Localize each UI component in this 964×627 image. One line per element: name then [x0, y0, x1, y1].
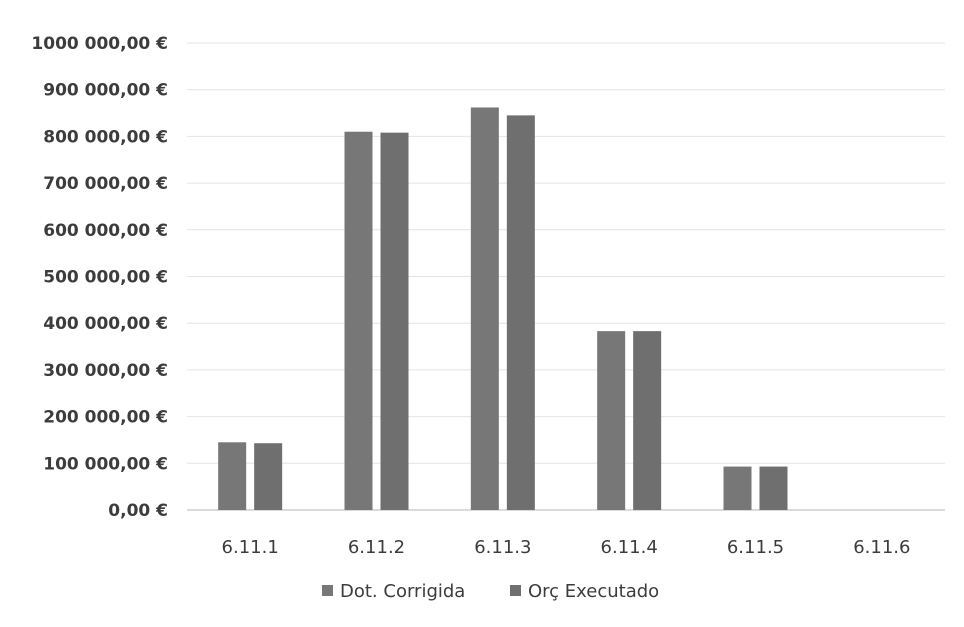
bar-dot-corrigida-6-11-3	[470, 107, 499, 511]
legend: Dot. Corrigida Orç Executado	[322, 581, 659, 602]
bar-dot-corrigida-6-11-2	[344, 131, 373, 511]
bar-orc-executado-6-11-2	[380, 132, 409, 510]
x-tick-label: 6.11.5	[727, 537, 784, 558]
legend-label-dot-corrigida: Dot. Corrigida	[340, 581, 465, 602]
y-tick-label: 700 000,00 €	[43, 174, 168, 194]
y-tick-label: 100 000,00 €	[43, 454, 168, 474]
bars	[218, 107, 788, 511]
x-tick-label: 6.11.3	[474, 537, 531, 558]
y-tick-label: 200 000,00 €	[43, 408, 168, 428]
bar-orc-executado-6-11-3	[506, 115, 535, 510]
legend-swatch-dot-corrigida	[322, 585, 333, 596]
y-axis-tick-labels: 0,00 € 100 000,00 € 200 000,00 € 300 000,00…	[31, 34, 168, 521]
bar-dot-corrigida-6-11-1	[218, 442, 247, 510]
x-tick-label: 6.11.4	[601, 537, 658, 558]
bar-dot-corrigida-6-11-5	[723, 466, 752, 510]
bar-orc-executado-6-11-5	[759, 466, 788, 510]
y-tick-label: 300 000,00 €	[43, 361, 168, 381]
bar-dot-corrigida-6-11-4	[597, 331, 626, 510]
gridlines	[187, 42, 945, 511]
x-tick-label: 6.11.6	[853, 537, 910, 558]
y-tick-label: 900 000,00 €	[43, 81, 168, 101]
y-tick-label: 400 000,00 €	[43, 314, 168, 334]
y-tick-label: 0,00 €	[108, 501, 168, 521]
y-tick-label: 500 000,00 €	[43, 268, 168, 288]
bar-orc-executado-6-11-1	[254, 443, 283, 510]
bar-orc-executado-6-11-4	[633, 331, 662, 510]
legend-label-orc-executado: Orç Executado	[528, 581, 659, 602]
x-tick-label: 6.11.1	[222, 537, 279, 558]
y-tick-label: 600 000,00 €	[43, 221, 168, 241]
x-axis-tick-labels: 6.11.1 6.11.2 6.11.3 6.11.4 6.11.5 6.11.6	[222, 537, 911, 558]
y-tick-label: 800 000,00 €	[43, 127, 168, 147]
x-tick-label: 6.11.2	[348, 537, 405, 558]
y-tick-label: 1000 000,00 €	[31, 34, 168, 54]
legend-swatch-orc-executado	[510, 585, 521, 596]
